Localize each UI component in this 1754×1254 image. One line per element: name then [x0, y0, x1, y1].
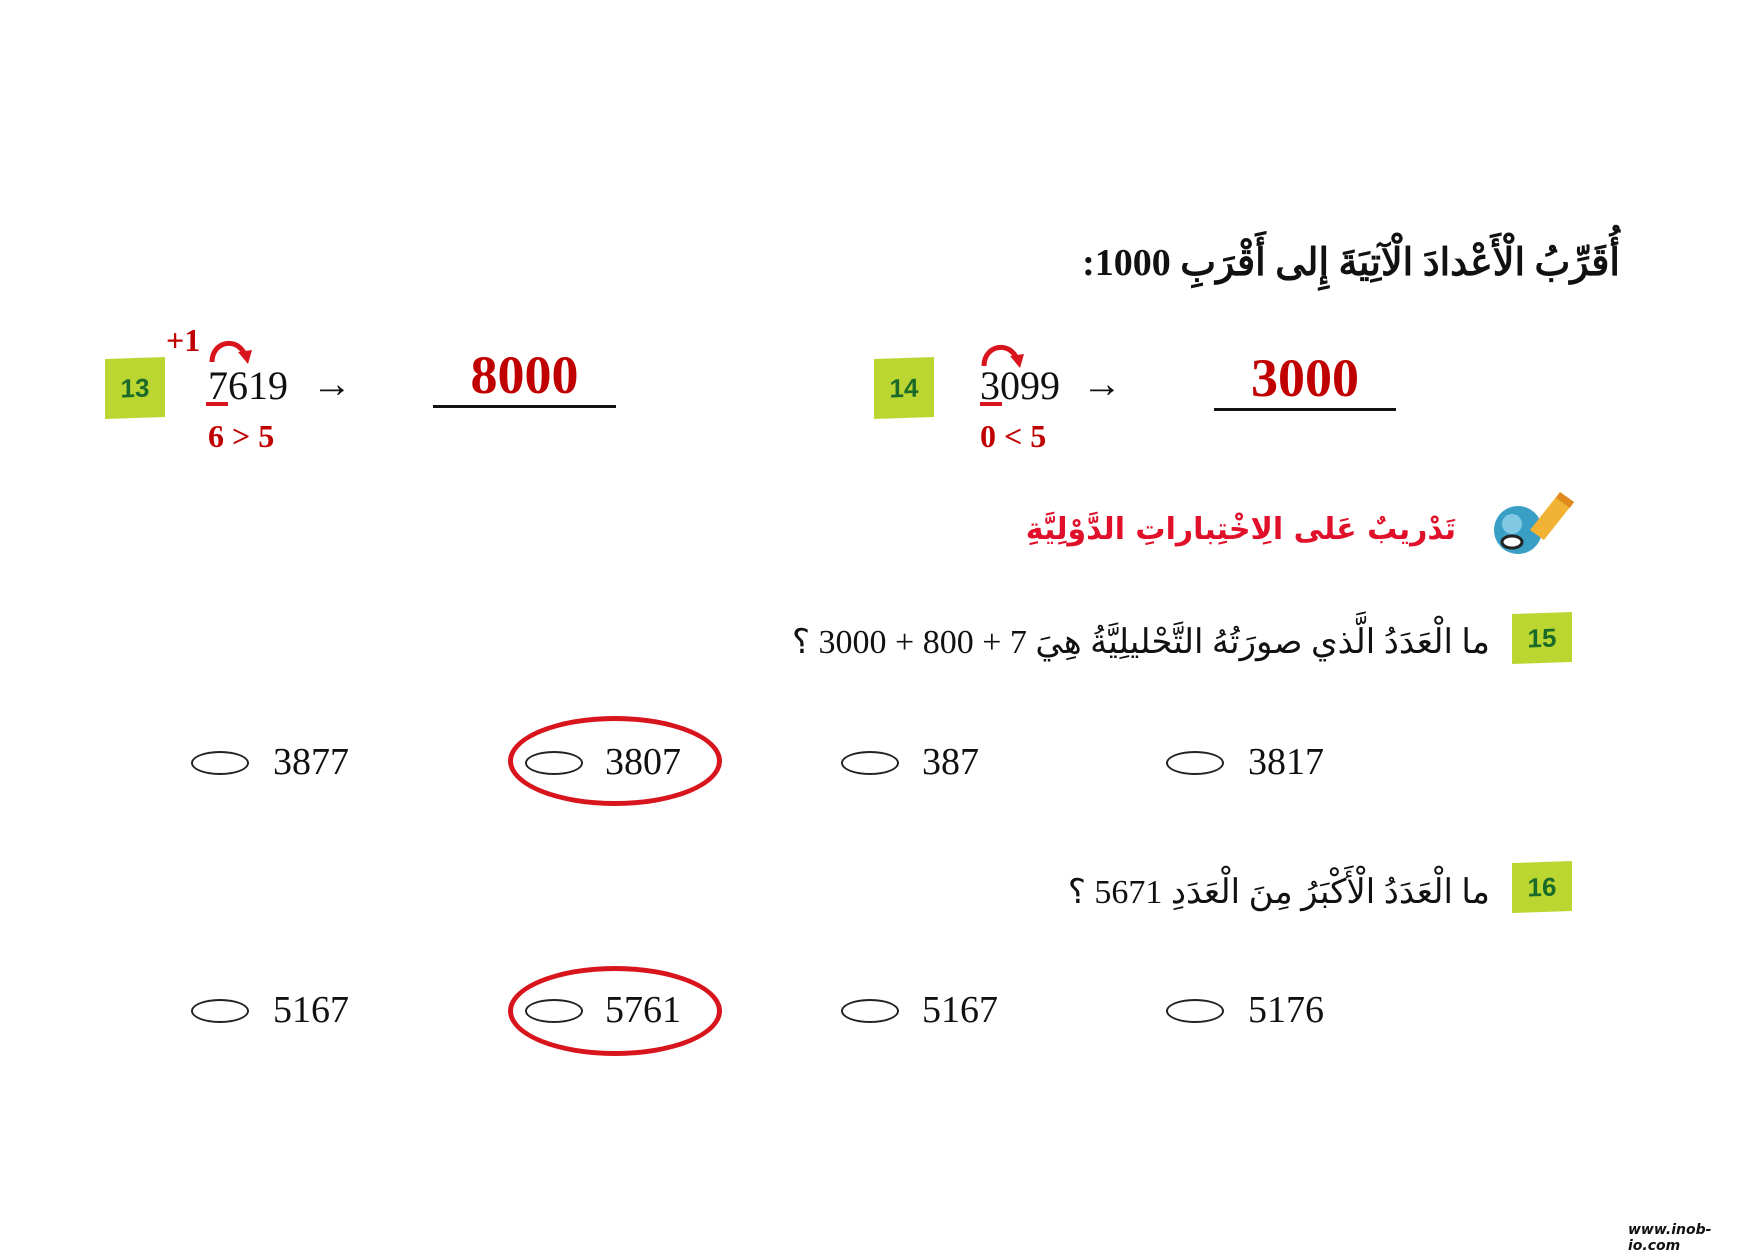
radio-option[interactable]: [841, 751, 899, 775]
digit-underline: [980, 402, 1002, 406]
curved-arrow-icon: [981, 344, 1024, 368]
radio-option[interactable]: [1166, 751, 1224, 775]
exercise-title: أُقَرِّبُ الْأَعْدادَ الْآتِيَةَ إِلى أَ…: [1082, 242, 1620, 284]
answer-3000: 3000: [1214, 348, 1396, 411]
digit-underline: [206, 402, 228, 406]
question-15-text: ما الْعَدَدُ الَّذي صورَتُهُ التَّحْليلِ…: [791, 624, 1490, 661]
question-badge-16: 16: [1512, 860, 1572, 914]
section-title: تَدْريبٌ عَلى الِاخْتِباراتِ الدَّوْلِيَ…: [1025, 512, 1456, 547]
radio-option[interactable]: [525, 751, 583, 775]
comparison-0-5: 0 < 5: [980, 418, 1047, 454]
radio-option[interactable]: [191, 751, 249, 775]
option-label: 3877: [273, 741, 349, 783]
selected-answer-circle: [508, 716, 722, 806]
number-3099: 3099: [980, 363, 1060, 408]
watermark: www.inob-io.com: [1628, 1222, 1712, 1254]
option-label: 3817: [1248, 741, 1324, 783]
radio-option[interactable]: [1166, 999, 1224, 1023]
question-badge-15: 15: [1512, 611, 1572, 665]
arrow-icon: →: [312, 361, 352, 406]
carry-label: +1: [166, 322, 201, 358]
number-7619: 7619: [208, 363, 288, 408]
radio-option[interactable]: [841, 999, 899, 1023]
option-label: 3807: [605, 741, 681, 783]
radio-option[interactable]: [191, 999, 249, 1023]
comparison-6-5: 6 > 5: [208, 418, 275, 454]
option-label: 387: [922, 741, 979, 783]
option-label: 5176: [1248, 989, 1324, 1031]
question-16-text: ما الْعَدَدُ الْأَكْبَرُ مِنَ الْعَدَدِ …: [1067, 874, 1490, 911]
item-badge-14: 14: [874, 356, 934, 420]
option-label: 5167: [922, 989, 998, 1031]
pencil-globe-icon: [1494, 492, 1574, 554]
arrow-icon: →: [1082, 361, 1122, 406]
selected-answer-circle: [508, 966, 722, 1056]
item-badge-13: 13: [105, 356, 165, 420]
answer-8000: 8000: [433, 345, 616, 408]
option-label: 5761: [605, 989, 681, 1031]
option-label: 5167: [273, 989, 349, 1031]
radio-option[interactable]: [525, 999, 583, 1023]
carry-arrow-icon: [209, 340, 252, 364]
